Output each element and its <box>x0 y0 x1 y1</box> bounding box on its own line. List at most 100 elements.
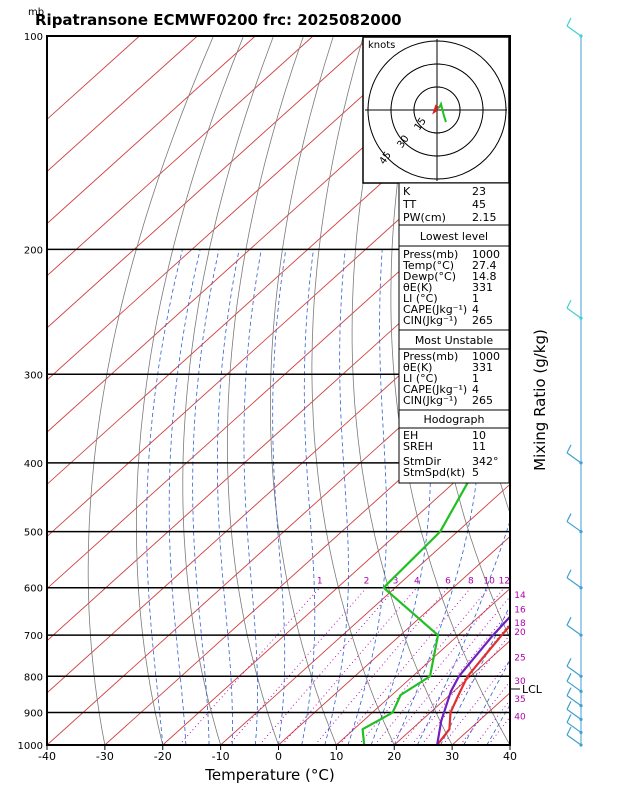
lowest-level-value: 265 <box>472 314 493 327</box>
mixing-ratio-line <box>314 587 449 745</box>
moist-adiabat-line <box>347 249 388 745</box>
lowest-level-label: LI (°C) <box>403 292 438 305</box>
moist-adiabat-line <box>324 249 349 745</box>
lowest-level-label: CAPE(Jkg⁻¹) <box>403 303 467 316</box>
temperature-tick-label: -10 <box>212 750 230 763</box>
wind-barbs <box>566 17 583 747</box>
most-unstable-value: 331 <box>472 361 493 374</box>
isotherm-line <box>47 170 510 590</box>
isotherm-line <box>509 744 510 745</box>
wind-barb-flag <box>566 701 572 710</box>
lowest-level-value: 4 <box>472 303 479 316</box>
lowest-level-value: 1000 <box>472 248 500 261</box>
isotherm-line <box>47 36 314 277</box>
moist-adiabat-line <box>301 249 316 745</box>
pressure-tick-label: 400 <box>24 459 43 470</box>
temperature-profile-line <box>436 623 510 745</box>
temperature-tick-label: -20 <box>154 750 172 763</box>
most-unstable-label: CAPE(Jkg⁻¹) <box>403 383 467 396</box>
hodograph-trace-green <box>438 101 447 123</box>
moist-adiabat-line <box>440 604 510 745</box>
index-label: K <box>403 185 411 198</box>
hodograph: knots 15 30 45 <box>362 36 510 184</box>
wind-barb-shaft <box>566 695 582 707</box>
mixing-ratio-label: 16 <box>514 605 526 615</box>
most-unstable-label: CIN(Jkg⁻¹) <box>403 394 458 407</box>
hodograph-label: knots <box>368 40 395 51</box>
wind-barb-flag <box>566 673 572 682</box>
isotherm-line <box>47 36 488 433</box>
pressure-tick-label: 100 <box>24 32 43 43</box>
hodograph-params-label: EH <box>403 429 418 442</box>
wind-barb-flag <box>566 726 572 736</box>
temperature-tick-label: 0 <box>275 750 282 763</box>
dry-adiabat-line <box>311 36 395 745</box>
most-unstable-label: θE(K) <box>403 361 432 374</box>
wind-barb-shaft <box>566 665 582 677</box>
mixing-ratio-label: 30 <box>514 677 526 687</box>
chart-title: Ripatransone ECMWF0200 frc: 2025082000 <box>35 11 402 29</box>
wind-barb-flag <box>566 17 572 27</box>
mixing-ratio-label: 6 <box>445 577 451 587</box>
isotherm-line <box>47 36 198 173</box>
wind-barb-shaft <box>566 708 582 720</box>
isotherm-line <box>47 36 256 225</box>
lowest-level-header: Lowest level <box>420 230 488 243</box>
mixing-ratio-label: 40 <box>514 712 526 722</box>
isotherm-line <box>278 535 510 745</box>
temperature-tick-label: 40 <box>503 750 517 763</box>
lowest-level-label: Press(mb) <box>403 248 458 261</box>
moist-adiabat-line <box>216 249 240 745</box>
dry-adiabat-line <box>87 36 214 745</box>
most-unstable-value: 1 <box>472 372 479 385</box>
moist-adiabat-line <box>509 744 510 745</box>
wind-barb-shaft <box>566 680 582 692</box>
wind-barb-shaft <box>566 452 582 464</box>
most-unstable-label: Press(mb) <box>403 350 458 363</box>
wind-barb-flag <box>566 299 572 309</box>
temperature-tick-label: -40 <box>38 750 56 763</box>
mixing-ratio-line <box>474 699 510 745</box>
x-axis-label: Temperature (°C) <box>204 766 334 784</box>
most-unstable-box: Most Unstable Press(mb) 1000 θE(K) 331 L… <box>398 329 510 411</box>
index-value: 45 <box>472 198 486 211</box>
lowest-level-label: θE(K) <box>403 281 432 294</box>
mixing-ratio-line <box>228 587 367 745</box>
moist-adiabat-line <box>146 249 183 745</box>
hodograph-params-label: StmSpd(kt) <box>403 466 465 479</box>
mixing-ratio-line <box>179 587 321 745</box>
hodograph-params-value: 5 <box>472 466 479 479</box>
hodograph-params-value: 11 <box>472 440 486 453</box>
profiles <box>361 436 510 745</box>
pressure-tick-label: 1000 <box>18 741 43 752</box>
mixing-ratio-line <box>442 659 510 745</box>
temperature-tick-label: 20 <box>387 750 401 763</box>
mixing-ratio-label: 35 <box>514 695 525 705</box>
background-lines <box>47 36 618 760</box>
isotherm-line <box>568 36 618 745</box>
moist-adiabat-line <box>463 659 510 745</box>
temperature-tick-label: 10 <box>329 750 343 763</box>
most-unstable-value: 1000 <box>472 350 500 363</box>
temperature-tick-label: -30 <box>96 750 114 763</box>
pressure-tick-label: 500 <box>24 528 43 539</box>
mixing-ratio-label: 2 <box>364 577 370 587</box>
parcel-profile-line <box>436 615 510 745</box>
wind-barb-shaft <box>566 624 582 636</box>
wind-barb-shaft <box>566 521 582 533</box>
wind-barb-shaft <box>566 307 582 319</box>
hodograph-params-value: 10 <box>472 429 486 442</box>
wind-barb-flag <box>566 687 572 696</box>
mixing-ratio-line <box>259 587 396 745</box>
mixing-ratio-line <box>388 595 510 745</box>
dry-adiabat-line <box>568 36 618 760</box>
isotherm-line <box>336 587 510 745</box>
mixing-ratio-label: 1 <box>317 577 323 587</box>
pressure-tick-label: 700 <box>24 631 43 642</box>
lowest-level-label: Temp(°C) <box>402 259 454 272</box>
hodograph-params-label: SREH <box>403 440 433 453</box>
mixing-ratio-line <box>338 587 472 745</box>
pressure-tick-label: 600 <box>24 584 43 595</box>
isotherm-line <box>47 275 510 694</box>
